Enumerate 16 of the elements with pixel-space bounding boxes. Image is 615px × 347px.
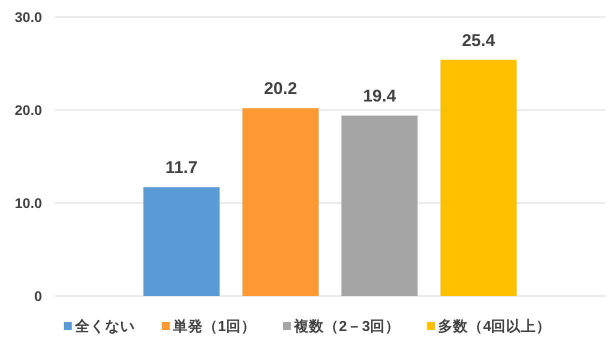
legend-label: 複数（2－3回） <box>292 318 400 335</box>
legend-label: 全くない <box>74 318 135 335</box>
legend-label: 多数（4回以上） <box>438 318 552 335</box>
bar <box>440 60 517 296</box>
y-tick-label: 10.0 <box>14 195 42 211</box>
data-label: 25.4 <box>462 30 496 50</box>
y-tick-label: 0 <box>34 288 42 304</box>
bar <box>242 108 319 296</box>
bar <box>341 116 418 296</box>
data-label: 19.4 <box>362 86 397 106</box>
data-label: 11.7 <box>165 158 198 178</box>
data-label: 20.2 <box>264 79 298 98</box>
legend-label: 単発（1回） <box>172 318 256 335</box>
y-tick-label: 20.0 <box>14 102 42 118</box>
y-tick-label: 30.0 <box>14 9 42 25</box>
bar <box>143 187 220 296</box>
